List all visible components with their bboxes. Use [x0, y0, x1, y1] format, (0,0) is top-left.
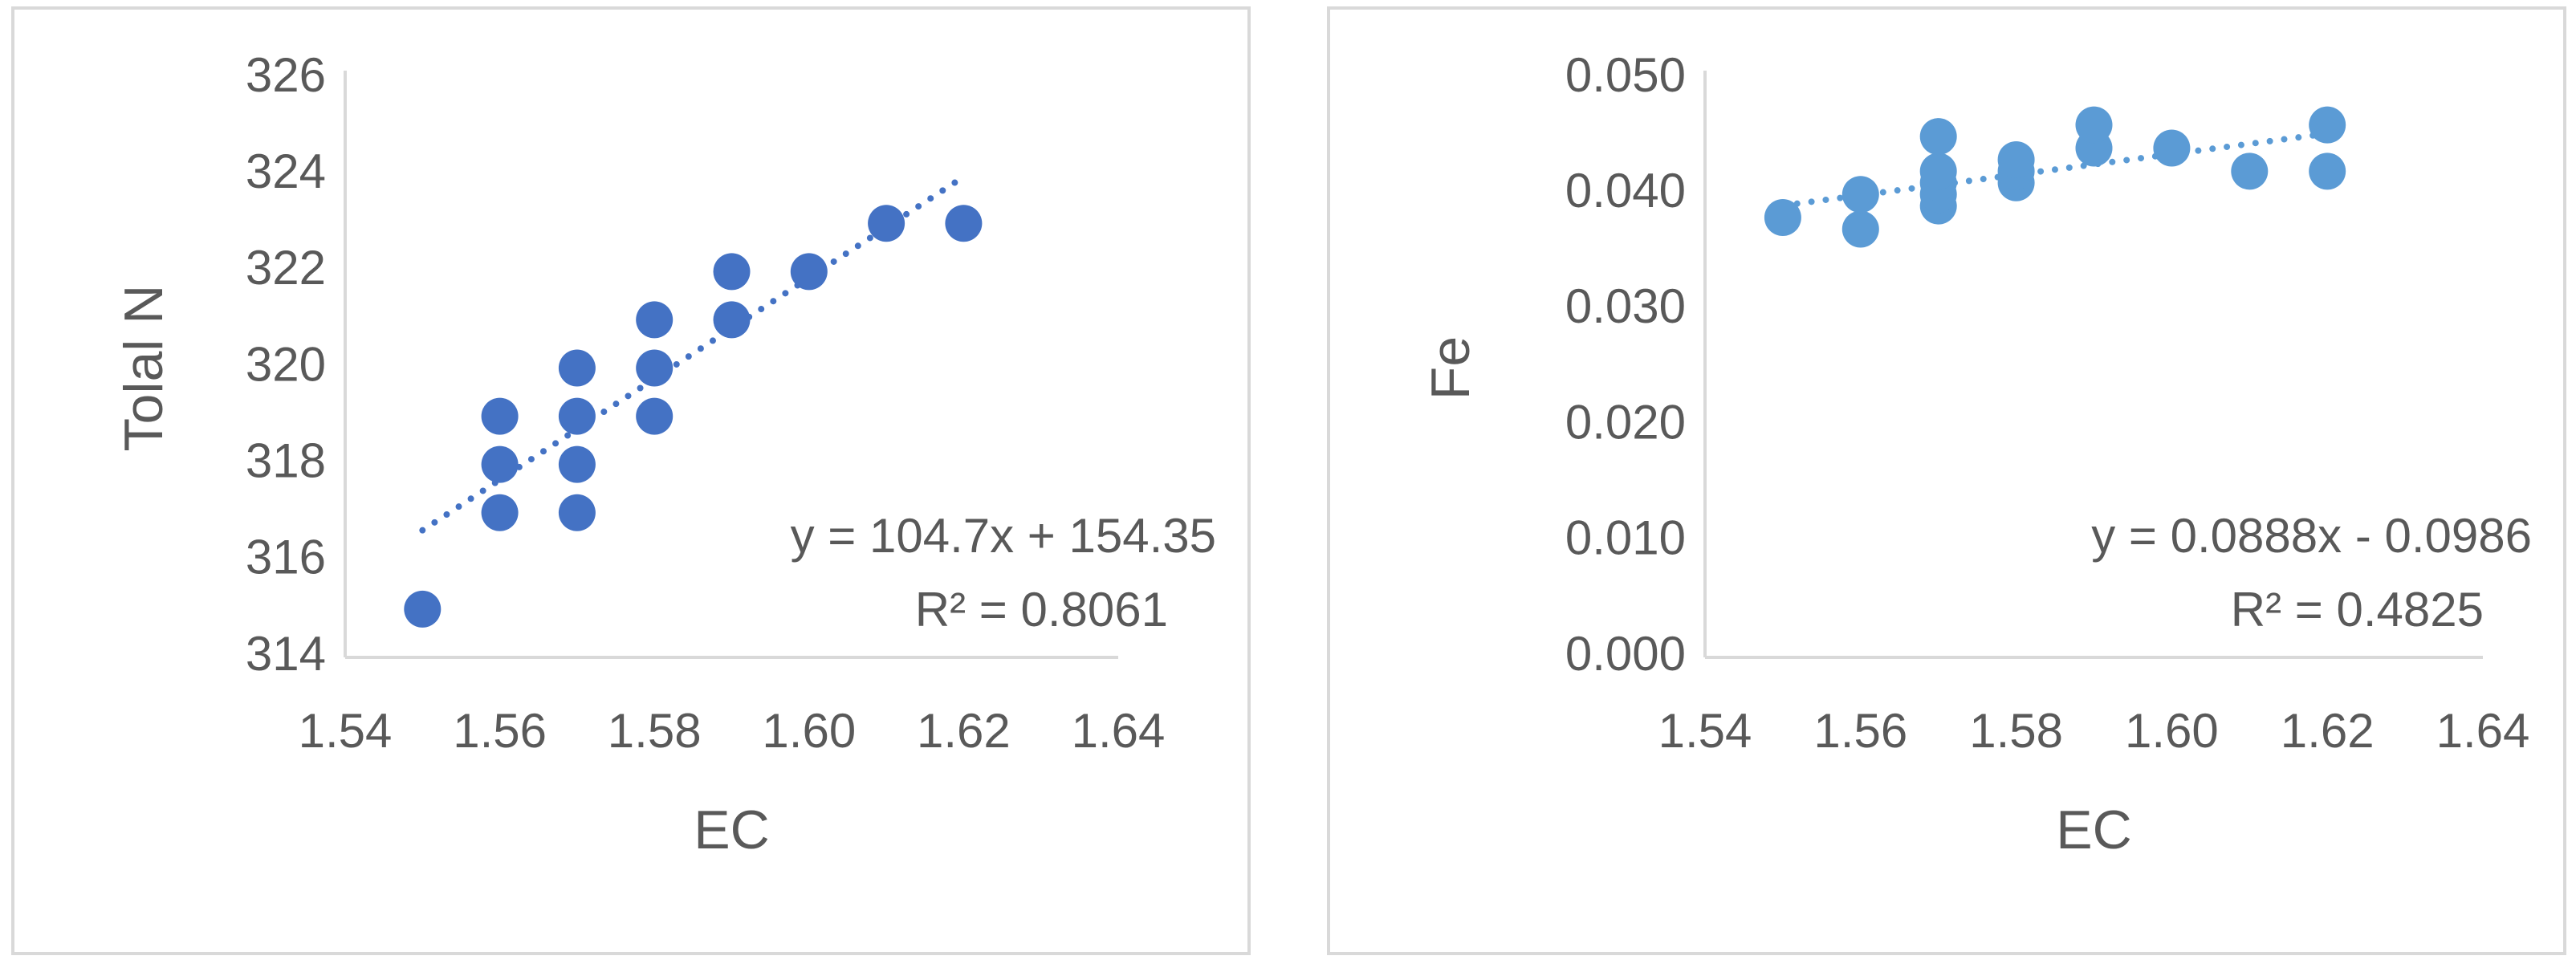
point	[636, 349, 674, 387]
trendline	[1779, 130, 2331, 209]
y-tick-label: 0.010	[1565, 511, 1686, 565]
y-tick-label: 0.000	[1565, 627, 1686, 681]
point	[868, 205, 905, 242]
x-tick-label: 1.58	[1969, 704, 2063, 758]
point	[2075, 106, 2113, 144]
point	[713, 253, 751, 291]
point	[1841, 176, 1879, 214]
point	[1919, 153, 1957, 190]
y-axis-title: Tolal N	[113, 285, 174, 452]
y-tick-label: 324	[246, 144, 326, 198]
trend-r-squared: R² = 0.8061	[915, 583, 1168, 637]
y-tick-label: 0.020	[1565, 395, 1686, 449]
y-tick-label: 314	[246, 627, 326, 681]
point	[713, 301, 751, 339]
point	[636, 397, 674, 435]
trend-r-squared: R² = 0.4825	[2231, 583, 2484, 637]
point	[481, 397, 519, 435]
x-tick-label: 1.56	[453, 704, 547, 758]
point	[945, 205, 983, 242]
y-tick-label: 0.030	[1565, 279, 1686, 333]
x-tick-label: 1.62	[917, 704, 1011, 758]
x-tick-label: 1.56	[1813, 704, 1907, 758]
y-tick-label: 322	[246, 241, 326, 295]
y-tick-label: 326	[246, 48, 326, 102]
point	[2309, 106, 2346, 144]
y-tick-label: 316	[246, 531, 326, 584]
x-tick-label: 1.54	[299, 704, 393, 758]
point	[1997, 140, 2035, 178]
point	[2231, 153, 2269, 190]
point	[404, 590, 442, 628]
x-tick-label: 1.60	[762, 704, 856, 758]
point	[558, 445, 596, 483]
point	[790, 253, 828, 291]
point	[2153, 129, 2191, 167]
y-tick-label: 318	[246, 434, 326, 488]
x-tick-label: 1.64	[1072, 704, 1166, 758]
x-tick-label: 1.62	[2281, 704, 2375, 758]
y-tick-label: 0.040	[1565, 164, 1686, 218]
x-tick-label: 1.60	[2125, 704, 2219, 758]
x-tick-label: 1.64	[2436, 704, 2530, 758]
y-tick-label: 320	[246, 337, 326, 391]
point	[481, 494, 519, 531]
x-axis-title: EC	[2056, 799, 2131, 860]
x-axis-title: EC	[694, 799, 769, 860]
chart-frame	[11, 6, 1251, 955]
y-axis-title: Fe	[1420, 336, 1481, 400]
x-tick-label: 1.58	[608, 704, 702, 758]
point	[636, 301, 674, 339]
trend-equation: y = 104.7x + 154.35	[791, 509, 1216, 563]
trend-equation: y = 0.0888x - 0.0986	[2091, 509, 2532, 563]
point	[558, 494, 596, 531]
y-tick-label: 0.050	[1565, 48, 1686, 102]
point	[481, 445, 519, 483]
point	[1919, 118, 1957, 156]
x-tick-label: 1.54	[1658, 704, 1752, 758]
point	[1764, 199, 1801, 237]
point	[558, 397, 596, 435]
point	[2309, 153, 2346, 190]
point	[1841, 210, 1879, 248]
point	[558, 349, 596, 387]
